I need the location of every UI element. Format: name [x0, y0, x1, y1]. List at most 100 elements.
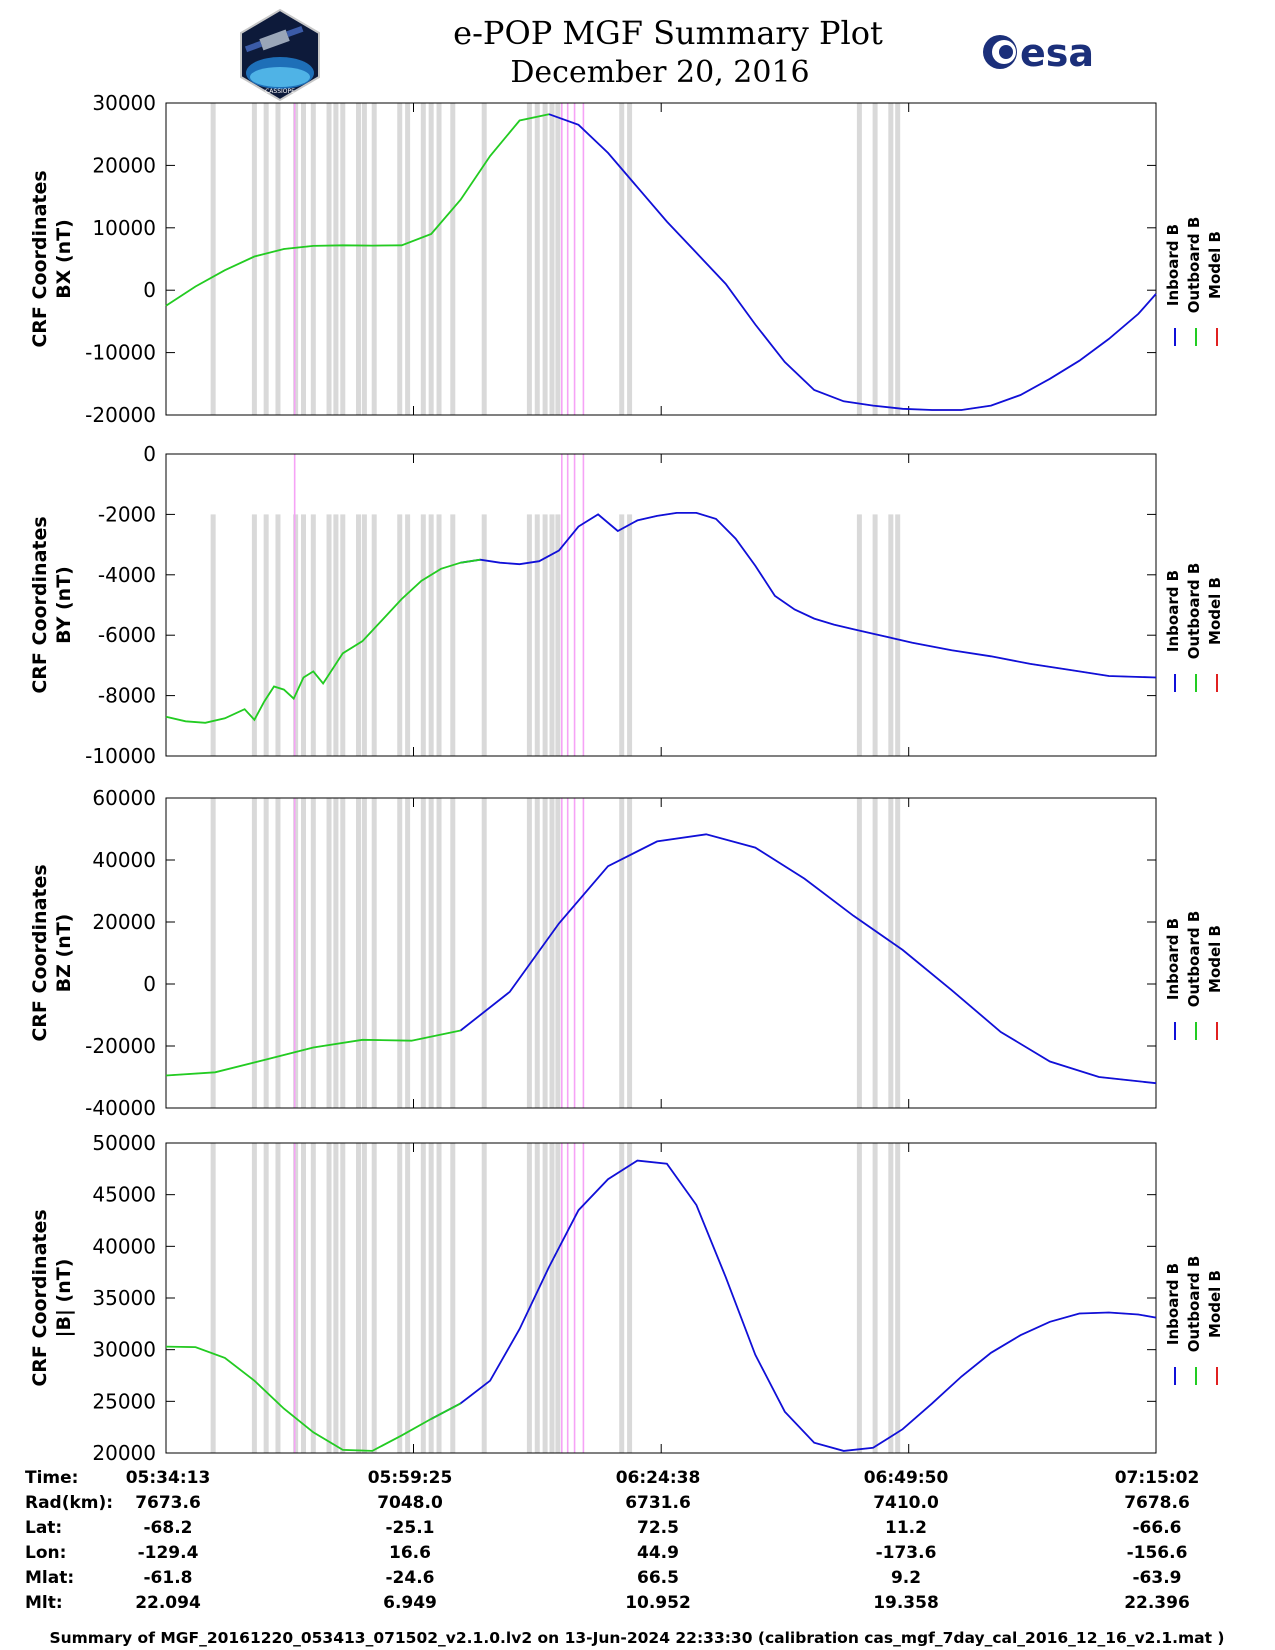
data-gap-band: [371, 103, 377, 415]
table-cell: -24.6: [386, 1568, 435, 1588]
data-gap-band: [436, 1143, 442, 1453]
data-gap-band: [301, 103, 306, 415]
table-cell: 07:15:02: [1115, 1468, 1200, 1488]
data-gap-band: [555, 798, 561, 1108]
data-gap-band: [549, 103, 555, 415]
legend-label: Outboard B: [1185, 563, 1203, 660]
data-gap-band: [397, 514, 403, 756]
outboard-b-series: [165, 1029, 461, 1077]
data-gap-band: [549, 798, 555, 1108]
data-gap-band: [895, 1143, 901, 1453]
legend-label: Inboard B: [1164, 570, 1182, 652]
table-cell: -173.6: [876, 1543, 937, 1563]
table-cell: 16.6: [389, 1543, 431, 1563]
data-gap-band: [361, 798, 367, 1108]
data-gap-band: [627, 1143, 633, 1453]
y-tick-label: -10000: [85, 341, 156, 365]
y-tick-label: 0: [143, 972, 156, 996]
data-gap-band: [310, 798, 316, 1108]
data-gap-band: [481, 103, 487, 415]
y-tick-label: 45000: [92, 1183, 156, 1207]
legend-label: Model B: [1206, 231, 1224, 299]
data-gap-band: [534, 514, 540, 756]
inboard-b-series: [460, 512, 1157, 679]
y-tick-label: -10000: [85, 744, 156, 768]
data-gap-band: [481, 1143, 487, 1453]
data-gap-band: [263, 514, 269, 756]
bottom-table: Time: Rad(km): Lat: Lon: Mlat: Mlt: 05:34:13 76…: [25, 1468, 1199, 1613]
data-gap-band: [275, 514, 281, 756]
data-gap-band: [526, 514, 532, 756]
legend: Inboard B Outboard B Model B: [1164, 217, 1224, 346]
data-gap-band: [326, 1143, 332, 1453]
data-gap-band: [340, 1143, 346, 1453]
data-gap-band: [333, 1143, 339, 1453]
table-row-label: Lon:: [25, 1543, 66, 1563]
table-cell: 7410.0: [873, 1493, 939, 1513]
table-cell: -61.8: [144, 1568, 193, 1588]
legend: Inboard B Outboard B Model B: [1164, 563, 1224, 692]
data-gap-band: [450, 798, 456, 1108]
data-gap-band: [293, 1143, 299, 1453]
y-tick-label: 0: [143, 442, 156, 466]
legend-label: Outboard B: [1185, 217, 1203, 314]
data-gap-band: [405, 1143, 411, 1453]
data-gap-band: [333, 514, 339, 756]
data-gap-band: [420, 103, 426, 415]
footer-text: Summary of MGF_20161220_053413_071502_v2…: [49, 1629, 1224, 1647]
table-row-label: Mlt:: [25, 1593, 63, 1613]
inboard-b-series: [548, 113, 1157, 411]
data-gap-band: [856, 798, 862, 1108]
data-gap-band: [627, 514, 633, 756]
data-gap-band: [627, 103, 633, 415]
legend: Inboard B Outboard B Model B: [1164, 1256, 1224, 1385]
table-cell: 22.396: [1124, 1593, 1190, 1613]
data-gap-band: [275, 798, 281, 1108]
data-gap-band: [526, 1143, 532, 1453]
data-gap-band: [549, 514, 555, 756]
data-gap-band: [549, 1143, 555, 1453]
table-cell: 44.9: [637, 1543, 679, 1563]
data-gap-band: [895, 103, 901, 415]
data-gap-band: [534, 103, 540, 415]
data-gap-band: [263, 1143, 269, 1453]
data-gap-band: [333, 103, 339, 415]
data-gap-band: [555, 514, 561, 756]
data-gap-band: [895, 514, 901, 756]
legend-label: Outboard B: [1185, 911, 1203, 1008]
data-gap-band: [326, 103, 332, 415]
data-gap-band: [619, 514, 625, 756]
y-tick-label: 60000: [92, 786, 156, 810]
data-gap-band: [310, 514, 316, 756]
table-cell: -156.6: [1127, 1543, 1188, 1563]
table-cell: 7048.0: [377, 1493, 443, 1513]
data-gap-band: [397, 798, 403, 1108]
data-gap-band: [333, 798, 339, 1108]
table-cell: 66.5: [637, 1568, 679, 1588]
table-cell: 72.5: [637, 1518, 679, 1538]
table-cell: 10.952: [625, 1593, 691, 1613]
y-tick-label: 30000: [92, 1338, 156, 1362]
data-gap-band: [210, 798, 216, 1108]
data-gap-band: [872, 1143, 878, 1453]
outboard-b-series: [165, 113, 550, 307]
table-cell: 05:59:25: [368, 1468, 453, 1488]
chart-date: December 20, 2016: [510, 55, 809, 90]
data-gap-band: [420, 1143, 426, 1453]
y-tick-label: -6000: [98, 623, 156, 647]
data-gap-band: [888, 798, 894, 1108]
legend-label: Inboard B: [1164, 918, 1182, 1000]
table-cell: 06:49:50: [864, 1468, 949, 1488]
y-tick-label: -40000: [85, 1096, 156, 1120]
y-tick-label: 40000: [92, 1234, 156, 1258]
data-gap-band: [428, 1143, 434, 1453]
y-tick-label: -2000: [98, 502, 156, 526]
data-gap-band: [420, 798, 426, 1108]
table-cell: 22.094: [135, 1593, 201, 1613]
data-gap-band: [371, 514, 377, 756]
data-gap-band: [326, 798, 332, 1108]
table-cell: 7673.6: [135, 1493, 201, 1513]
y-axis-label: CRF Coordinates |B| (nT): [29, 1209, 75, 1386]
data-gap-band: [428, 103, 434, 415]
